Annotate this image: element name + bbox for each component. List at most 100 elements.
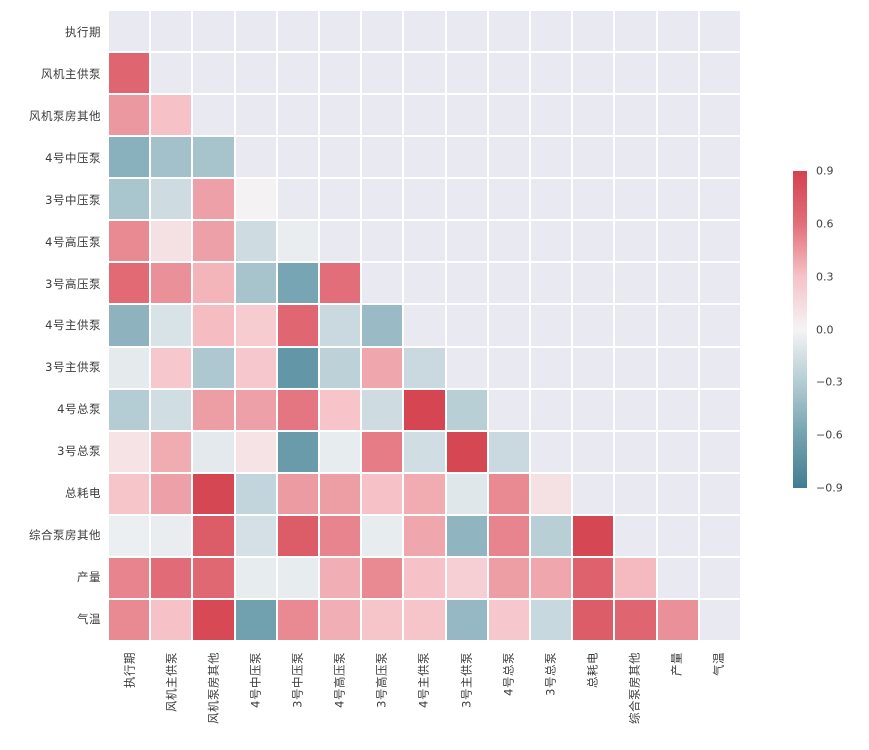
heatmap-cell-masked [235,11,276,52]
colorbar-tick-label: 0.6 [816,217,834,231]
heatmap-cell-masked [531,179,572,220]
heatmap-cell [151,305,192,346]
heatmap-cell [193,557,234,598]
heatmap-cell-masked [362,263,403,304]
x-tick-label: 4号高压泵 [332,652,347,708]
heatmap-cell [404,431,445,472]
heatmap-cell-masked [404,221,445,262]
heatmap-grid [109,11,740,640]
heatmap-cell [446,473,487,514]
heatmap-cell [109,557,150,598]
heatmap-cell-masked [193,95,234,136]
x-tick-label: 综合泵房其他 [627,652,642,724]
heatmap-cell [193,305,234,346]
colorbar-tick-label: −0.9 [816,481,843,495]
heatmap-cell-masked [362,179,403,220]
heatmap-cell-masked [235,95,276,136]
heatmap-cell [277,473,318,514]
heatmap-cell [235,473,276,514]
heatmap-cell [193,221,234,262]
heatmap-cell-masked [615,347,656,388]
heatmap-cell-masked [657,53,698,94]
heatmap-cell [320,431,361,472]
heatmap-cell [235,515,276,556]
heatmap-cell [151,431,192,472]
heatmap-cell-masked [446,11,487,52]
heatmap-cell [235,389,276,430]
heatmap-cell-masked [531,389,572,430]
heatmap-cell-masked [488,179,529,220]
heatmap-cell-masked [531,11,572,52]
heatmap-cell-masked [235,53,276,94]
heatmap-cell [193,389,234,430]
heatmap-cell-masked [446,305,487,346]
y-tick-label: 风机主供泵 [41,66,101,81]
heatmap-cell-masked [488,347,529,388]
heatmap-cell-masked [699,11,740,52]
heatmap-cell-masked [573,389,614,430]
heatmap-cell-masked [615,431,656,472]
heatmap-cell-masked [699,53,740,94]
heatmap-cell-masked [320,95,361,136]
heatmap-cell-masked [531,431,572,472]
heatmap-cell-masked [531,305,572,346]
heatmap-cell [615,557,656,598]
heatmap-cell-masked [320,11,361,52]
heatmap-cell-masked [699,263,740,304]
heatmap-cell-masked [657,95,698,136]
heatmap-cell-masked [446,53,487,94]
heatmap-cell [320,599,361,640]
heatmap-cell-masked [488,53,529,94]
heatmap-cell [488,557,529,598]
heatmap-cell-masked [699,179,740,220]
heatmap-cell-masked [573,11,614,52]
y-tick-label: 总耗电 [65,486,101,501]
heatmap-cell-masked [488,305,529,346]
heatmap-cell-masked [699,95,740,136]
heatmap-cell-masked [193,11,234,52]
heatmap-cell-masked [531,137,572,178]
heatmap-cell-masked [699,305,740,346]
heatmap-cell [109,389,150,430]
heatmap-cell-masked [404,11,445,52]
y-tick-label: 风机泵房其他 [29,108,101,123]
heatmap-cell-masked [488,263,529,304]
heatmap-cell-masked [615,305,656,346]
heatmap-cell-masked [151,53,192,94]
heatmap-cell-masked [235,137,276,178]
heatmap-cell-masked [657,515,698,556]
heatmap-cell-masked [151,11,192,52]
heatmap-cell [404,557,445,598]
heatmap-cell [109,95,150,136]
y-tick-label: 4号总泵 [57,402,101,417]
heatmap-cell [320,263,361,304]
heatmap-cell [151,221,192,262]
heatmap-cell-masked [657,473,698,514]
heatmap-cell-masked [531,221,572,262]
heatmap-cell-masked [657,263,698,304]
heatmap-cell [193,179,234,220]
heatmap-cell [404,473,445,514]
heatmap-cell-masked [404,95,445,136]
x-tick-label: 3号中压泵 [290,652,305,708]
heatmap-cell-masked [615,221,656,262]
heatmap-cell-masked [657,557,698,598]
heatmap-cell-masked [488,95,529,136]
heatmap-cell [235,599,276,640]
heatmap-cell [488,599,529,640]
y-tick-label: 产量 [77,570,101,585]
heatmap-cell-masked [699,473,740,514]
heatmap-cell-masked [320,179,361,220]
heatmap-cell [151,389,192,430]
heatmap-cell-masked [277,53,318,94]
heatmap-cell-masked [615,389,656,430]
heatmap-cell-masked [446,347,487,388]
heatmap-cell-masked [277,11,318,52]
heatmap-cell [193,599,234,640]
heatmap-cell [531,473,572,514]
heatmap-cell [446,389,487,430]
heatmap-cell [151,599,192,640]
heatmap-cell [235,305,276,346]
x-tick-label: 总耗电 [585,652,600,688]
